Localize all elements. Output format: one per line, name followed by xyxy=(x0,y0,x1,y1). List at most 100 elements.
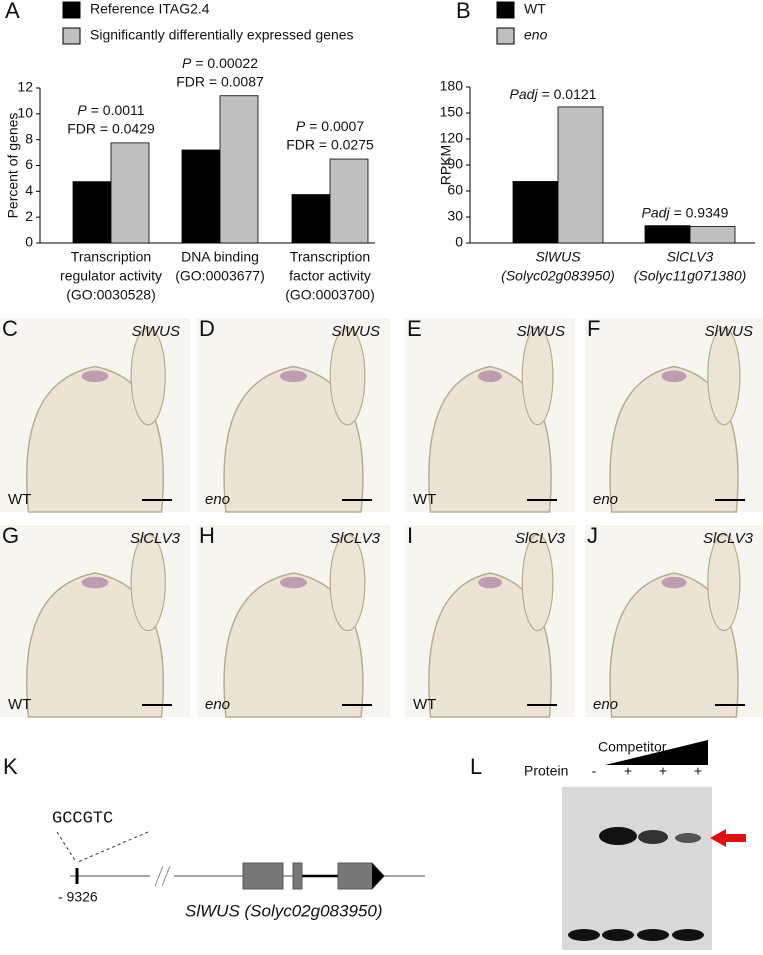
x-tick-label: (Solyc02g083950) xyxy=(501,268,615,284)
annotation-fdr: FDR = 0.0087 xyxy=(176,73,264,89)
motif: GCCGTC xyxy=(52,809,113,828)
tissue xyxy=(223,365,364,513)
gene-label: SlWUS xyxy=(132,323,180,340)
protein-label: Protein xyxy=(524,763,568,779)
tissue xyxy=(428,365,552,513)
tissue xyxy=(707,327,741,426)
micrograph xyxy=(405,318,575,513)
lane-sign: + xyxy=(659,763,667,779)
y-tick-label: 10 xyxy=(17,105,33,121)
shift-band xyxy=(675,833,701,843)
panel-label: K xyxy=(3,754,18,779)
x-tick-label: Transcription xyxy=(71,249,151,265)
annotation: Padj = 0.0121 xyxy=(510,86,597,102)
annotation-fdr: FDR = 0.0429 xyxy=(67,121,155,137)
competitor-gradient xyxy=(605,740,708,765)
annotation: P = 0.0007 xyxy=(296,118,364,134)
genotype-label: eno xyxy=(593,696,618,713)
genotype-label: eno xyxy=(205,696,230,713)
panel-label: J xyxy=(587,523,598,548)
exon xyxy=(292,862,303,890)
exon xyxy=(242,862,284,890)
y-tick-label: 12 xyxy=(17,79,33,95)
shift-band xyxy=(599,827,637,845)
y-tick-label: 150 xyxy=(440,104,464,120)
bar xyxy=(72,181,112,244)
panel-label: F xyxy=(587,316,600,341)
bar xyxy=(181,149,221,244)
signal xyxy=(279,576,308,589)
tissue xyxy=(521,533,554,632)
micrograph xyxy=(0,318,190,513)
y-tick-label: 60 xyxy=(447,182,463,198)
x-tick-label: (GO:0003700) xyxy=(285,287,375,303)
y-tick-label: 6 xyxy=(25,156,33,172)
y-tick-label: 0 xyxy=(455,234,463,250)
free-probe xyxy=(568,929,600,941)
bar xyxy=(689,226,736,244)
tissue xyxy=(521,327,554,426)
micrograph xyxy=(197,318,390,513)
annotation-value: = 0.0121 xyxy=(542,86,597,102)
y-axis-label: Percent of genes xyxy=(5,113,21,219)
gene-label: SlWUS (Solyc02g083950) xyxy=(185,901,382,920)
gene-diagram xyxy=(56,831,425,890)
annotation-value: = 0.00022 xyxy=(195,54,258,70)
micrograph xyxy=(585,318,763,513)
motif-guide xyxy=(56,831,77,863)
tissue xyxy=(609,572,739,718)
y-tick-label: 4 xyxy=(25,182,33,198)
y-tick-label: 90 xyxy=(447,156,463,172)
gene-label: SlCLV3 xyxy=(703,530,754,547)
tissue xyxy=(329,327,366,426)
legend-swatch xyxy=(62,1,81,19)
gene-label: SlWUS xyxy=(705,323,753,340)
x-tick-label: SlWUS xyxy=(535,249,581,265)
break-mark xyxy=(154,865,164,887)
y-tick-label: 120 xyxy=(440,130,464,146)
tissue xyxy=(25,572,165,718)
y-tick-label: 0 xyxy=(25,234,33,250)
annotation-stat: Padj xyxy=(642,204,671,220)
signal xyxy=(478,576,502,589)
gene-label: SlCLV3 xyxy=(330,530,381,547)
signal xyxy=(81,370,109,383)
annotation-fdr: FDR = 0.0275 xyxy=(286,137,374,153)
x-tick-label: DNA binding xyxy=(181,249,259,265)
lane-sign: + xyxy=(694,763,702,779)
panel-label: G xyxy=(2,523,19,548)
tissue xyxy=(223,572,364,718)
signal xyxy=(661,370,687,383)
annotation-value: = 0.0007 xyxy=(309,118,364,134)
tissue xyxy=(130,327,166,426)
genotype-label: WT xyxy=(8,491,31,508)
genotype-label: eno xyxy=(205,491,230,508)
bar xyxy=(291,194,331,244)
gene-label: SlCLV3 xyxy=(130,530,181,547)
panel-label: I xyxy=(407,523,413,548)
bar xyxy=(512,181,559,244)
micrograph xyxy=(405,525,575,718)
panel-label: D xyxy=(199,316,215,341)
motif-guide xyxy=(77,831,149,863)
genotype-label: eno xyxy=(593,491,618,508)
x-tick-label: (Solyc11g071380) xyxy=(634,268,747,284)
legend-swatch xyxy=(62,27,81,45)
signal xyxy=(661,576,687,589)
y-tick-label: 30 xyxy=(447,208,463,224)
legend-label: eno xyxy=(524,27,548,43)
genotype-label: WT xyxy=(413,491,436,508)
gene-label: SlWUS xyxy=(517,323,565,340)
tissue xyxy=(130,533,166,632)
annotation-stat: P xyxy=(296,118,306,134)
break-mark xyxy=(161,865,171,887)
legend-label: Reference ITAG2.4 xyxy=(90,1,210,17)
panel-label: A xyxy=(5,0,20,23)
legend-swatch xyxy=(496,27,515,45)
annotation: Padj = 0.9349 xyxy=(642,204,729,220)
annotation-stat: Padj xyxy=(510,86,539,102)
x-tick-label: (GO:0030528) xyxy=(66,287,156,303)
x-tick-label: (GO:0003677) xyxy=(175,268,265,284)
tissue xyxy=(707,533,741,632)
